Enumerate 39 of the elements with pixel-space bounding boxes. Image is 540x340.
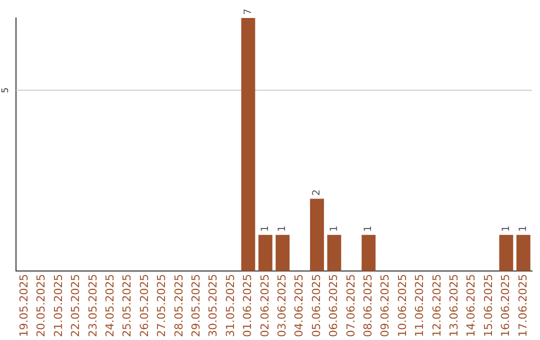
x-tick-label: 28.05.2025 xyxy=(172,274,186,338)
x-tick-label: 11.06.2025 xyxy=(413,274,426,338)
x-tick-label: 01.06.2025 xyxy=(241,274,254,338)
data-label: 2 xyxy=(312,189,323,196)
x-tick-label: 19.05.2025 xyxy=(17,274,30,338)
x-tick-label: 05.06.2025 xyxy=(310,274,323,338)
x-tick-label: 23.05.2025 xyxy=(86,274,100,338)
x-tick-label: 31.05.2025 xyxy=(224,274,237,338)
data-label: 1 xyxy=(518,226,529,232)
x-tick-label: 25.05.2025 xyxy=(120,274,134,338)
x-tick-label: 30.05.2025 xyxy=(206,274,220,338)
x-tick-label: 12.06.2025 xyxy=(430,274,444,338)
x-tick-label: 02.06.2025 xyxy=(258,274,272,338)
x-tick-label: 16.06.2025 xyxy=(499,274,512,338)
x-tick-label: 03.06.2025 xyxy=(275,274,288,338)
x-tick-label: 07.06.2025 xyxy=(344,274,358,338)
data-label: 1 xyxy=(260,226,271,232)
x-tick-label: 14.06.2025 xyxy=(464,274,478,338)
x-tick-label: 08.06.2025 xyxy=(361,274,374,338)
x-tick-label: 20.05.2025 xyxy=(34,274,48,338)
x-tick-label: 22.05.2025 xyxy=(69,274,82,338)
x-tick-label: 06.06.2025 xyxy=(327,274,340,338)
x-tick-label: 17.06.2025 xyxy=(516,274,530,338)
data-label: 1 xyxy=(500,226,512,232)
x-tick-label: 26.05.2025 xyxy=(138,274,151,338)
data-label: 1 xyxy=(328,226,340,232)
x-tick-label: 15.06.2025 xyxy=(482,274,495,338)
data-label: 1 xyxy=(277,226,288,232)
x-tick-label: 21.05.2025 xyxy=(52,274,65,338)
x-tick-label: 29.05.2025 xyxy=(189,274,202,338)
ref-line-label: 5 xyxy=(0,87,11,94)
data-label: 7 xyxy=(242,8,254,15)
data-label: 1 xyxy=(363,226,374,232)
x-tick-label: 27.05.2025 xyxy=(155,274,168,338)
x-tick-label: 13.06.2025 xyxy=(447,274,460,338)
x-tick-label: 04.06.2025 xyxy=(292,274,306,338)
x-tick-label: 24.05.2025 xyxy=(103,274,116,338)
x-tick-label: 10.06.2025 xyxy=(396,274,409,338)
x-tick-label: 09.06.2025 xyxy=(378,274,392,338)
